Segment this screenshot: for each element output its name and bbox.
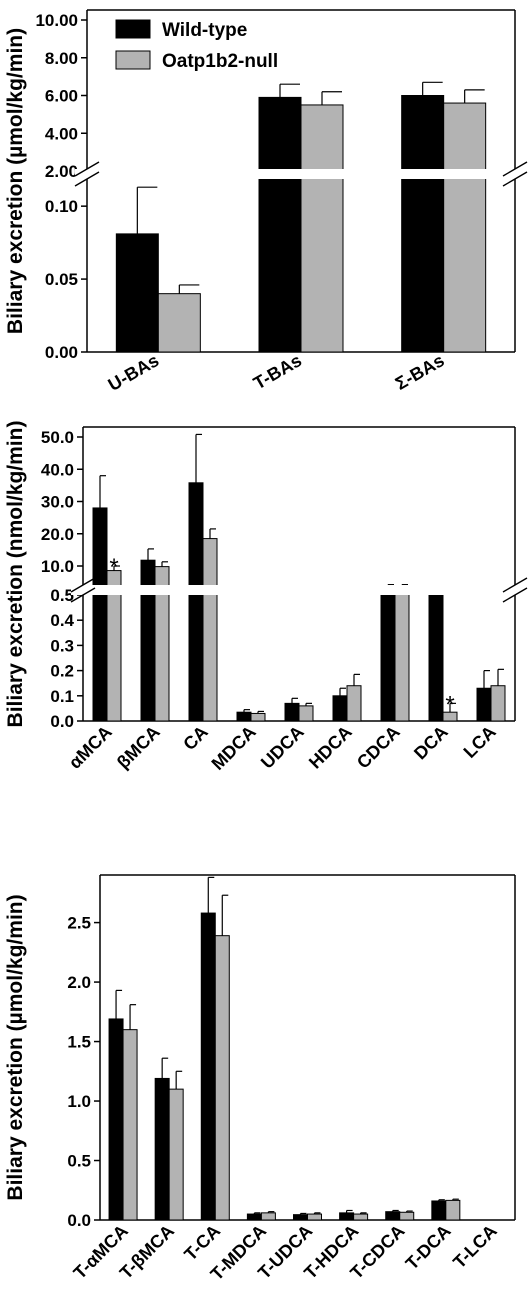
chart-panel-total-bile-acids: 0.00 0.05 0.10 2.00 4.00 6.00 8.00 10.00 U-BAs T-… [4, 9, 528, 395]
y-tick-label: 8.00 [45, 49, 78, 68]
bar-wild-type-dca [428, 591, 444, 722]
bar-oatp1b2-null-ca [202, 538, 218, 722]
bar-wild-type-t-bas [258, 96, 302, 353]
y-tick-label: 2.0 [67, 973, 91, 992]
y-tick-label: 0.2 [50, 662, 74, 681]
bar-wild-type-t-mdca [246, 1213, 262, 1221]
x-tick-label-u-bas: U-BAs [105, 350, 163, 395]
y-tick-label: 0.05 [45, 270, 78, 289]
x-tick-label-t-dca: T-DCA [402, 1221, 455, 1274]
y-tick-label: 0.3 [50, 636, 74, 655]
axis-break-mark [502, 171, 528, 187]
axis-break-mark [502, 577, 528, 593]
legend-label-wild-type: Wild-type [162, 20, 247, 41]
x-tick-label-lca: LCA [460, 722, 500, 762]
y-tick-label: 0.5 [50, 586, 74, 605]
x-tick-label-hdca: HDCA [305, 722, 356, 773]
axis-break-band [71, 585, 527, 595]
bar-oatp1b2-null-t-mca [168, 1088, 184, 1221]
bar-oatp1b2-null-mdca [250, 712, 266, 722]
y-tick-label: 30.0 [41, 493, 74, 512]
bar-wild-type-t-dca [431, 1200, 447, 1221]
y-tick-label: 40.0 [41, 460, 74, 479]
bar-oatp1b2-null-t-ca [214, 935, 230, 1221]
bar-wild-type-mca [92, 507, 108, 722]
y-tick-label: 10.00 [35, 11, 78, 30]
bar-wild-type-t-hdca [339, 1212, 355, 1221]
bar-oatp1b2-null-bas [443, 102, 487, 353]
bar-wild-type-u-bas [115, 233, 159, 353]
bar-oatp1b2-null-hdca [346, 685, 362, 722]
bar-oatp1b2-null-t-mdca [260, 1212, 276, 1221]
bar-wild-type-lca [476, 687, 492, 722]
axis-break-mark [70, 587, 96, 603]
bar-oatp1b2-null-udca [298, 705, 314, 722]
bar-wild-type-hdca [332, 695, 348, 722]
bar-wild-type-mdca [236, 711, 252, 722]
x-tick-label-cdca: CDCA [353, 722, 404, 773]
bar-oatp1b2-null-u-bas [157, 293, 201, 353]
y-axis-label: Biliary excretion (µmol/kg/min) [4, 28, 27, 334]
legend-swatch-wild-type [115, 19, 151, 39]
y-tick-label: 0.0 [50, 712, 74, 731]
y-tick-label: 0.10 [45, 197, 78, 216]
bar-oatp1b2-null-t-dca [445, 1199, 461, 1221]
y-tick-label: 0.00 [45, 343, 78, 362]
y-tick-label: 4.00 [45, 124, 78, 143]
bar-wild-type-ca [188, 482, 204, 722]
x-tick-label-dca: DCA [410, 722, 452, 764]
y-tick-label: 1.0 [67, 1092, 91, 1111]
y-tick-label: 10.0 [41, 557, 74, 576]
bar-wild-type-t-cdca [385, 1211, 401, 1221]
x-tick-label-t-bas: T-BAs [250, 350, 305, 393]
bar-wild-type-t-ca [200, 912, 216, 1221]
y-axis-label: Biliary excretion (µmol/kg/min) [4, 894, 27, 1200]
y-tick-label: 20.0 [41, 525, 74, 544]
bar-oatp1b2-null-t-bas [300, 104, 344, 353]
bar-wild-type-t-mca [154, 1077, 170, 1221]
bar-wild-type-t-mca [108, 1018, 124, 1221]
x-tick-label-t-lca: T-LCA [449, 1221, 501, 1273]
y-tick-label: 1.5 [67, 1033, 91, 1052]
y-tick-label: 0.1 [50, 687, 74, 706]
legend-label-oatp1b2-null: Oatp1b2-null [162, 51, 278, 72]
bar-oatp1b2-null-t-mca [122, 1029, 138, 1221]
x-tick-label-mdca: MDCA [208, 722, 260, 774]
bar-oatp1b2-null-t-hdca [353, 1213, 369, 1221]
x-tick-label-ca: CA [179, 722, 212, 755]
bar-oatp1b2-null-t-udca [307, 1213, 322, 1221]
bar-wild-type-t-udca [293, 1214, 308, 1221]
significance-mark: * [445, 691, 454, 718]
significance-mark: * [109, 554, 118, 581]
chart-panel-unconjugated-bile-acids: 0.00.10.20.30.40.510.020.030.040.050.0αM… [4, 421, 528, 774]
x-tick-label-bas: Σ-BAs [392, 350, 448, 394]
axis-break-mark [70, 577, 96, 593]
bar-wild-type-mca [140, 559, 156, 722]
y-axis-label: Biliary excretion (nmol/kg/min) [4, 421, 27, 728]
bar-oatp1b2-null-t-cdca [399, 1211, 415, 1221]
y-tick-label: 0.5 [67, 1152, 91, 1171]
y-tick-label: 2.00 [45, 162, 78, 181]
bar-wild-type-udca [284, 702, 300, 722]
bar-oatp1b2-null-lca [490, 685, 506, 722]
bar-wild-type-bas [401, 95, 445, 353]
axis-break-mark [74, 171, 100, 187]
axis-break-mark [502, 161, 528, 177]
y-tick-label: 6.00 [45, 87, 78, 106]
legend-swatch-oatp1b2-null [115, 50, 151, 70]
axis-break-mark [74, 161, 100, 177]
y-tick-label: 50.0 [41, 428, 74, 447]
y-tick-label: 2.5 [67, 914, 91, 933]
axis-break-band [75, 169, 527, 179]
x-tick-label-udca: UDCA [257, 722, 308, 773]
bar-wild-type-cdca [380, 585, 396, 722]
y-tick-label: 0.0 [67, 1211, 91, 1230]
axis-break-mark [502, 587, 528, 603]
x-tick-label-mca: βMCA [113, 722, 164, 773]
y-tick-label: 0.4 [50, 611, 74, 630]
bar-oatp1b2-null-cdca [394, 585, 410, 722]
